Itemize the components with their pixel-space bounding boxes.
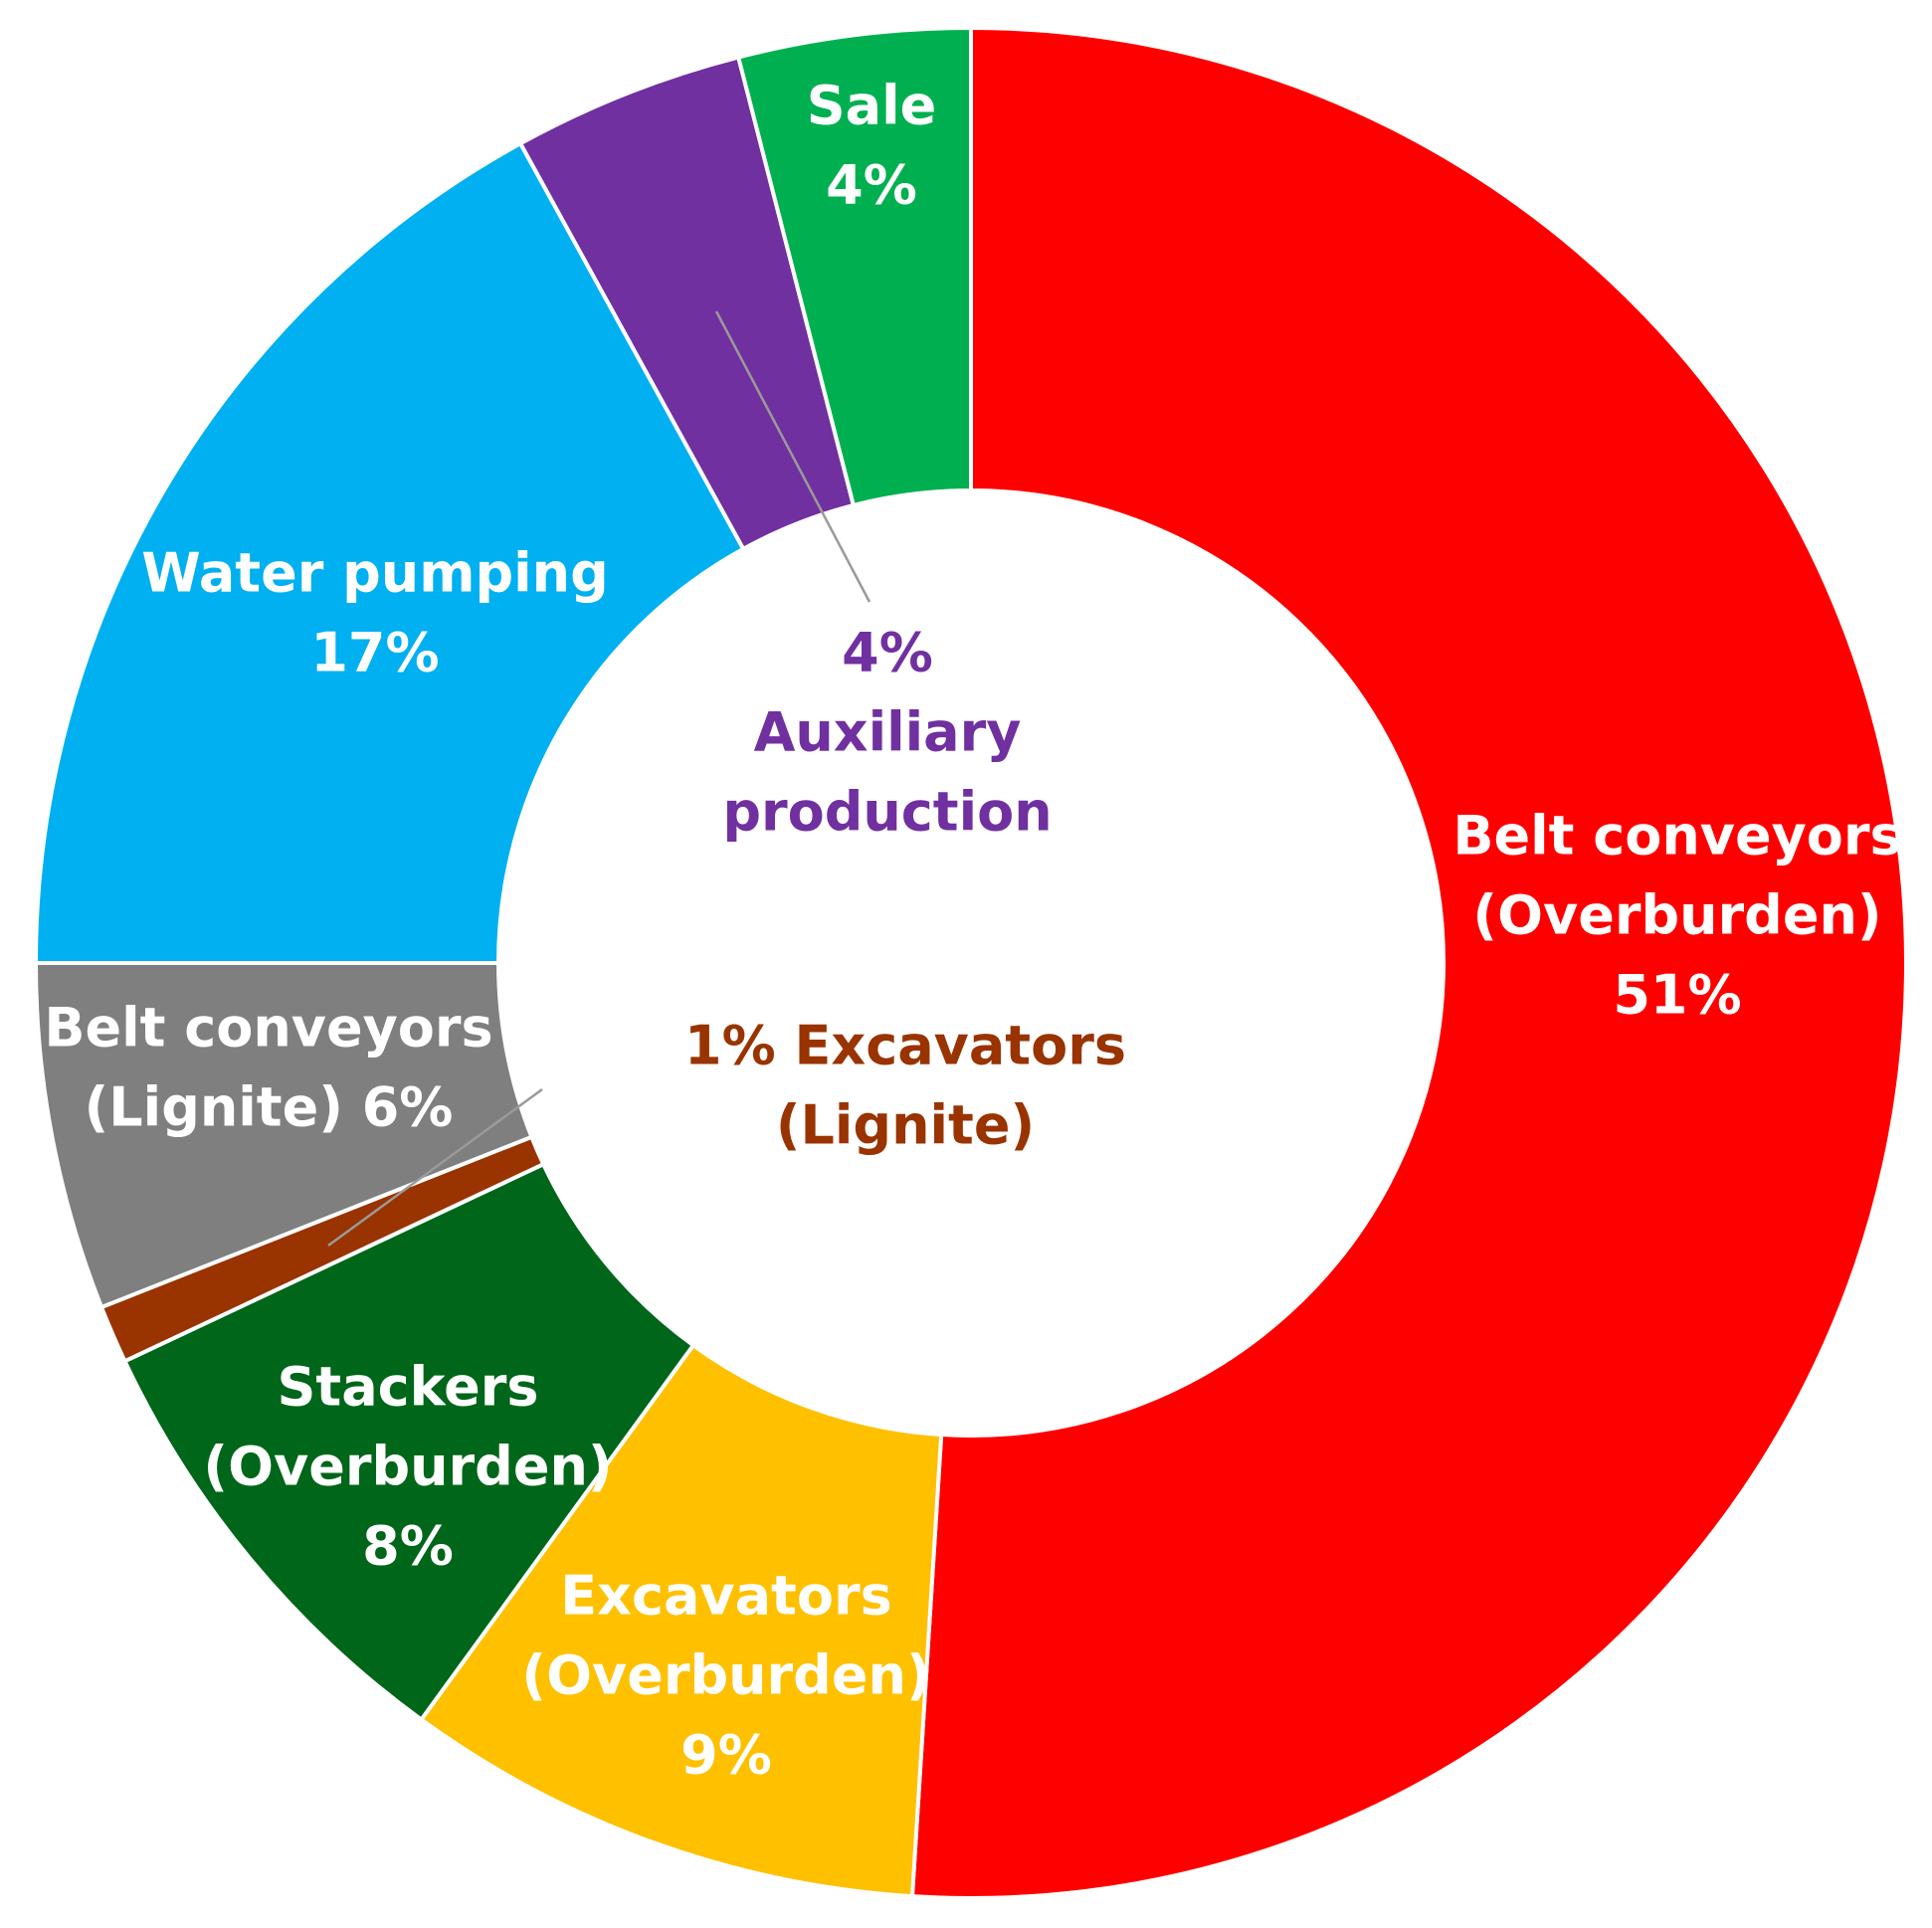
data-label-line: (Lignite) 6% — [85, 1076, 454, 1139]
data-label-line: 1% Excavators — [684, 1015, 1126, 1077]
labels-group: Belt conveyors (Overburden) 51% Excavators (… — [44, 75, 1901, 1787]
data-label-line: (Overburden) — [1472, 884, 1881, 947]
data-label-line: 51% — [1613, 964, 1741, 1027]
data-label-line: Belt conveyors — [1452, 805, 1901, 868]
data-label-exc-ob: Excavators (Overburden) 9% — [521, 1565, 930, 1787]
slice-belt-ob — [909, 25, 1908, 1900]
data-label-line: Excavators — [560, 1565, 892, 1628]
slice-stackers — [121, 1161, 696, 1723]
slice-exc-ob — [418, 1342, 944, 1899]
data-label-sale: Sale 4% — [807, 75, 936, 217]
leader-line-exc-lig — [327, 1087, 543, 1248]
data-label-stackers: Stackers (Overburden) 8% — [203, 1356, 612, 1578]
data-label-exc-lig: 1% Excavators (Lignite) — [684, 1015, 1126, 1157]
data-label-line: Sale — [807, 75, 936, 137]
data-label-line: (Overburden) — [203, 1436, 612, 1498]
data-label-line: 8% — [362, 1515, 454, 1578]
data-label-line: Water pumping — [141, 542, 609, 605]
data-label-aux: 4% Auxiliary production — [722, 622, 1052, 844]
data-label-line: production — [722, 781, 1052, 844]
data-label-line: 9% — [680, 1724, 772, 1787]
data-label-line: (Overburden) — [521, 1644, 930, 1707]
data-label-line: Stackers — [277, 1356, 538, 1419]
slice-sale — [735, 25, 973, 508]
data-label-belt-lig: Belt conveyors (Lignite) 6% — [44, 997, 492, 1139]
data-label-line: Belt conveyors — [44, 997, 492, 1060]
data-label-line: 17% — [310, 622, 439, 684]
slices-group — [33, 25, 1908, 1900]
data-label-line: 4% — [826, 154, 917, 217]
slice-water — [33, 140, 746, 965]
data-label-line: Auxiliary — [754, 701, 1022, 764]
data-label-line: 4% — [842, 622, 933, 684]
leader-lines-group — [327, 310, 871, 1248]
data-label-belt-ob: Belt conveyors (Overburden) 51% — [1452, 805, 1901, 1027]
leader-line-aux — [714, 310, 871, 603]
data-label-water: Water pumping 17% — [141, 542, 609, 684]
data-label-line: (Lignite) — [776, 1094, 1035, 1157]
